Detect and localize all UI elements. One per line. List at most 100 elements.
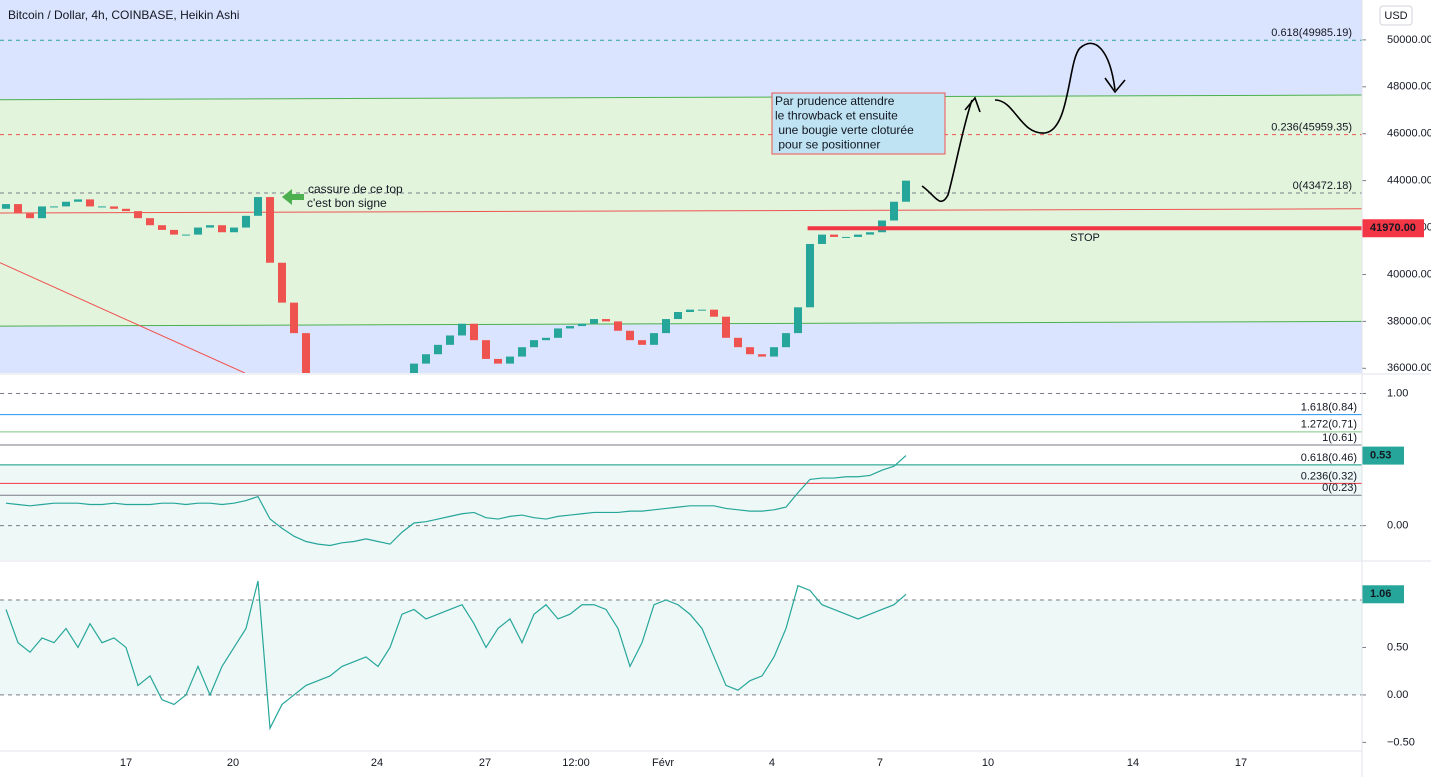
currency[interactable]: USD bbox=[1384, 10, 1407, 22]
candle bbox=[494, 358, 502, 364]
candle bbox=[866, 232, 874, 235]
x-tick-label: 4 bbox=[769, 757, 775, 769]
candle bbox=[410, 363, 418, 373]
y-tick-label: 40000.00 bbox=[1387, 268, 1431, 280]
candle bbox=[518, 347, 526, 357]
candle bbox=[890, 201, 898, 221]
candle bbox=[614, 321, 622, 331]
candle bbox=[662, 319, 670, 334]
candle bbox=[578, 323, 586, 327]
candle bbox=[470, 323, 478, 341]
indicator-line bbox=[5, 580, 907, 731]
candle bbox=[302, 333, 310, 373]
stop-badge bbox=[1362, 219, 1424, 238]
y-tick-label: 48000.00 bbox=[1387, 81, 1431, 93]
candle bbox=[482, 340, 490, 359]
y-tick-label: 46000.00 bbox=[1387, 128, 1431, 140]
candle bbox=[122, 208, 130, 212]
candle bbox=[74, 199, 82, 202]
note-arrow bbox=[282, 189, 304, 205]
level-label: 0(0.23) bbox=[1322, 482, 1357, 494]
candle bbox=[362, 380, 370, 387]
level-label: 0.236(0.32) bbox=[1301, 470, 1357, 482]
candle bbox=[158, 225, 166, 230]
candle bbox=[530, 340, 538, 348]
y-tick-label: 36000.00 bbox=[1387, 362, 1431, 374]
candle bbox=[770, 347, 778, 357]
last-value-badge bbox=[1362, 585, 1404, 604]
hand-drawing bbox=[921, 42, 1126, 202]
currency-button[interactable] bbox=[1379, 5, 1413, 26]
candle bbox=[98, 206, 106, 208]
candle bbox=[806, 243, 814, 308]
candle bbox=[62, 201, 70, 207]
candle bbox=[782, 333, 790, 348]
candle bbox=[146, 218, 154, 226]
candle bbox=[686, 309, 694, 313]
candle bbox=[602, 319, 610, 322]
chart-title: Bitcoin / Dollar, 4h, COINBASE, Heikin A… bbox=[8, 8, 239, 22]
level-label: 1(0.61) bbox=[1322, 432, 1357, 444]
x-tick-label: 12:00 bbox=[562, 757, 590, 769]
stop-label: STOP bbox=[1070, 232, 1100, 244]
note-text: une bougie verte cloturée bbox=[775, 123, 914, 137]
candle bbox=[266, 197, 274, 263]
channel-line bbox=[0, 94, 1362, 101]
last-value-label: 1.06 bbox=[1370, 588, 1391, 600]
candle bbox=[422, 354, 430, 364]
candle bbox=[218, 225, 226, 233]
candle bbox=[506, 356, 514, 364]
candle bbox=[50, 206, 58, 208]
arrow-note: c'est bon signe bbox=[307, 196, 387, 210]
note-box bbox=[771, 92, 946, 155]
candle bbox=[722, 316, 730, 338]
trend-line bbox=[0, 208, 1362, 214]
x-tick-label: Févr bbox=[652, 757, 674, 769]
candle bbox=[902, 180, 910, 202]
level-label: 1.272(0.71) bbox=[1301, 419, 1357, 431]
candle bbox=[734, 337, 742, 348]
candle bbox=[854, 234, 862, 237]
candle bbox=[674, 312, 682, 320]
candle bbox=[2, 204, 10, 209]
candle bbox=[326, 380, 334, 387]
candle bbox=[830, 234, 838, 237]
last-value-label: 0.53 bbox=[1370, 450, 1391, 462]
candle bbox=[650, 333, 658, 345]
candle bbox=[710, 309, 718, 317]
fib-label: 0(43472.18) bbox=[1293, 180, 1352, 192]
last-value-badge bbox=[1362, 446, 1404, 465]
candle bbox=[458, 323, 466, 336]
candle bbox=[566, 326, 574, 329]
candle bbox=[590, 319, 598, 324]
candle bbox=[818, 234, 826, 244]
x-tick-label: 20 bbox=[227, 757, 239, 769]
x-tick-label: 7 bbox=[877, 757, 883, 769]
y-tick-label: 44000.00 bbox=[1387, 175, 1431, 187]
note-text: pour se positionner bbox=[775, 138, 880, 152]
candle bbox=[554, 328, 562, 338]
x-tick-label: 27 bbox=[479, 757, 491, 769]
note-text: le throwback et ensuite bbox=[775, 109, 898, 123]
channel-line bbox=[0, 320, 1362, 327]
x-tick-label: 10 bbox=[982, 757, 994, 769]
diagonal-line bbox=[0, 262, 246, 373]
candle bbox=[206, 225, 214, 228]
y-tick-label: −0.50 bbox=[1387, 736, 1415, 748]
candle bbox=[374, 380, 382, 382]
x-tick-label: 17 bbox=[120, 757, 132, 769]
y-tick-label: 0.00 bbox=[1387, 520, 1408, 532]
fib-label: 0.236(45959.35) bbox=[1271, 122, 1352, 134]
candle bbox=[794, 307, 802, 334]
y-tick-label: 38000.00 bbox=[1387, 315, 1431, 327]
candle bbox=[134, 211, 142, 219]
candle bbox=[254, 197, 262, 216]
stop-badge-label: 41970.00 bbox=[1370, 222, 1416, 234]
candle bbox=[278, 262, 286, 303]
fib-label: 0.618(49985.19) bbox=[1271, 27, 1352, 39]
candle bbox=[290, 302, 298, 334]
note-text: Par prudence attendre bbox=[775, 94, 895, 108]
candle bbox=[26, 213, 34, 219]
candle bbox=[86, 199, 94, 207]
x-tick-label: 24 bbox=[371, 757, 383, 769]
